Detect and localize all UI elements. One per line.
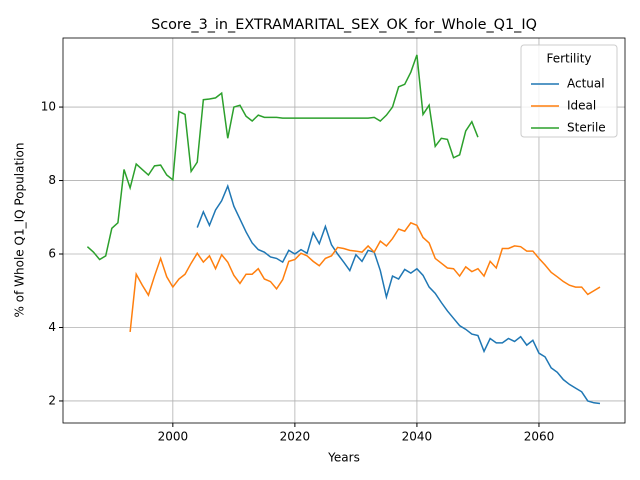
legend-label: Actual [567,77,605,91]
x-tick-label: 2040 [402,430,433,444]
chart-title: Score_3_in_EXTRAMARITAL_SEX_OK_for_Whole… [151,17,537,33]
legend-label: Ideal [567,99,596,113]
x-tick-label: 2060 [524,430,555,444]
legend-box [520,44,618,138]
series-line [86,54,479,261]
y-tick-label: 2 [48,393,56,407]
x-axis-label: Years [327,451,360,465]
legend: Fertility Actual Ideal Sterile [520,44,618,138]
legend-label: Sterile [567,121,606,135]
legend-title: Fertility [546,52,591,66]
y-axis-label: % of Whole Q1_IQ Population [13,143,27,318]
series-line [196,183,601,405]
x-tick-label: 2020 [280,430,311,444]
y-tick-label: 8 [48,173,56,187]
plot-frame [62,37,626,424]
y-tick-label: 4 [48,320,56,334]
y-tick-label: 6 [48,247,56,261]
x-tick-label: 2000 [158,430,189,444]
series-line [129,221,601,332]
y-tick-label: 10 [41,100,56,114]
